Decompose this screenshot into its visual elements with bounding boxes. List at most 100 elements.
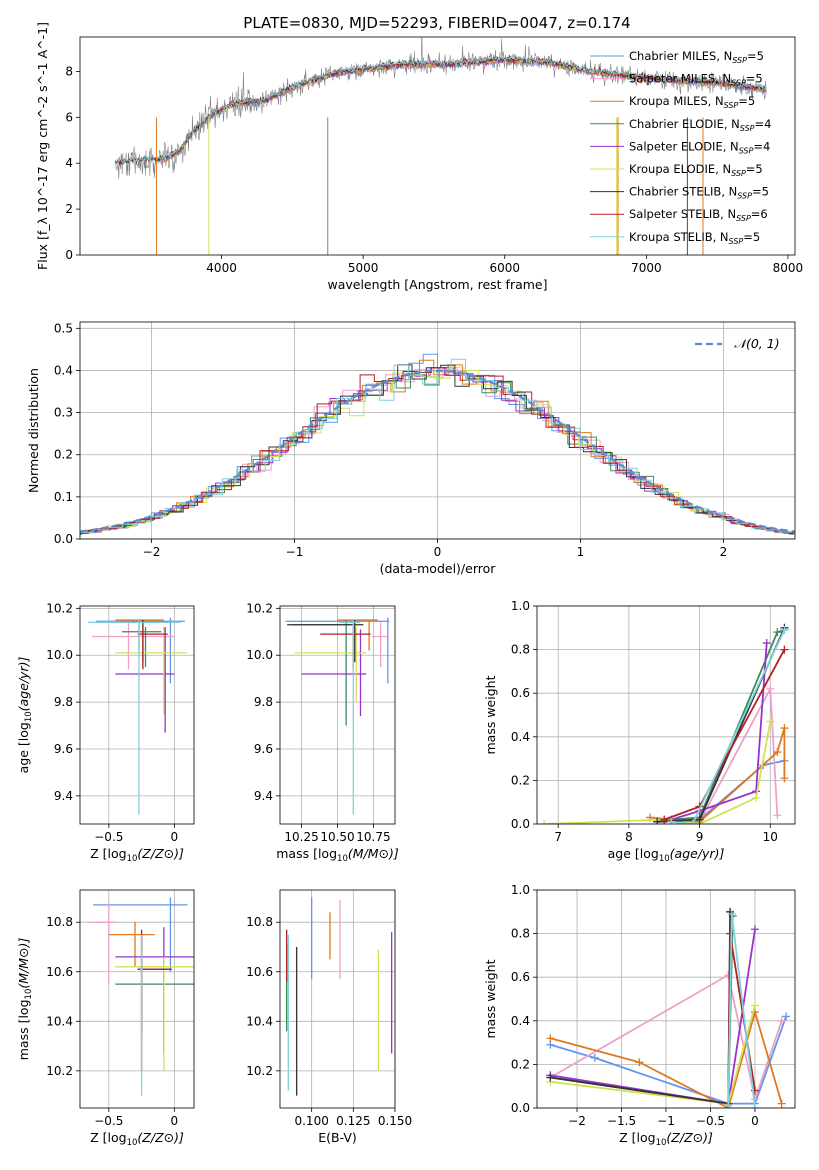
label-part: mass [log [16,999,31,1060]
label-part: (age/yr)] [16,657,31,712]
label-part: Z [log [90,846,126,861]
y-tick-label: 10.0 [46,648,73,662]
legend-text: Chabrier STELIB, N [629,185,737,199]
legend-value: =5 [738,94,755,108]
mass-weight-marker [635,1058,644,1067]
legend-value: =5 [746,162,763,176]
mass-weight-marker [773,748,782,757]
mass-weight-marker [653,817,662,824]
label-part: age [log [16,722,31,773]
label-part: Z [log [619,1130,655,1145]
x-tick-label: 10 [763,830,778,844]
x-tick-label: 0 [171,1114,179,1128]
age-vs-metallicity-panel: −0.5 09.49.69.810.010.2Z [log10(Z/Z⊙)]age… [16,601,195,864]
axes-frame [79,36,796,256]
x-tick-label: 10.75 [356,830,390,844]
residual-histogram-panel: −2 −1 0 1 2 0.0 0.1 0.2 0.3 0.4 0.5 (data-model)/er… [26,321,796,576]
plot-area [540,623,789,824]
y-tick-label: 0.6 [511,970,530,984]
mass-weight-marker [777,1099,786,1108]
histogram-step [80,367,795,534]
y-tick-label: 6 [65,110,73,124]
model-spectrum-line [115,55,767,164]
mass-weight-line [663,649,786,821]
label-part: age [log [608,846,659,861]
y-tick-label: 8 [65,64,73,78]
label-subscript: 10 [127,1138,138,1148]
y-tick-label: 9.8 [254,695,273,709]
mass-weight-marker [780,774,789,783]
y-axis-label: Flux [f_λ 10^-17 erg cm^-2 s^-1 A^-1] [35,22,50,270]
legend-subscript: SSP [731,169,746,178]
histogram-step [80,358,795,535]
x-tick-label: 0.125 [336,1114,370,1128]
x-tick-label: −0.5 [94,1114,123,1128]
legend-subscript: SSP [740,124,755,133]
x-tick-label: −1 [286,545,304,559]
plot-area [115,37,767,255]
gridlines [280,606,395,824]
legend-subscript: SSP [736,214,751,223]
y-tick-label: 9.6 [254,742,273,756]
mass-weight-marker [780,645,789,654]
y-tick-label: 0.4 [511,730,530,744]
x-tick-label: −0.5 [696,1114,725,1128]
legend-label: 𝒩(0, 1) [734,336,780,351]
mass-weight-marker [590,1053,599,1062]
axes-frame [279,605,396,825]
legend-label: Salpeter MILES, NSSP=5 [629,72,763,88]
axes-frame [79,605,195,825]
label-part: mass [log [276,846,337,861]
plot-area [89,897,194,1096]
ticks: −0.5 0 10.2 10.4 10.6 10.8 [46,915,178,1128]
x-tick-label: −0.5 [94,830,123,844]
mass-weight-marker [780,724,789,733]
x-tick-label: 1 [577,545,585,559]
y-tick-label: 10.6 [46,965,73,979]
y-axis-label: mass [log10(M/M⊙)] [16,938,34,1061]
y-tick-label: 0.2 [511,773,530,787]
mass-weight-line [544,721,772,824]
label-part: (Z/Z⊙)] [137,1130,184,1145]
x-tick-label: 0.100 [294,1114,328,1128]
x-tick-label: 0 [171,830,179,844]
mass-weight-marker [727,909,736,918]
spectrum-panel: 4000 5000 6000 7000 8000 0 2 4 6 8 wavelength [Ang… [35,22,803,292]
figure-title: PLATE=0830, MJD=52293, FIBERID=0047, z=0… [243,14,630,32]
x-tick-label: −1.5 [607,1114,636,1128]
label-subscript: 10 [24,711,34,722]
y-tick-label: 9.4 [54,789,73,803]
y-tick-label: 10.2 [246,601,273,615]
y-axis-label: mass weight [483,675,498,754]
x-axis-label: Z [log10(Z/Z⊙)] [90,846,184,864]
label-part: (Z/Z⊙)] [666,1130,713,1145]
legend-value: =5 [752,185,769,199]
ticks: −2 −1.5 −1 −0.5 0 0.0 0.2 0.4 0.6 0.8 1.0 [511,883,759,1128]
label-part: (M/M⊙)] [348,846,399,861]
y-axis-label: mass weight [483,959,498,1038]
mass-weight-marker [782,1012,791,1021]
label-part: (age/yr)] [670,846,725,861]
x-tick-label: 0 [751,1114,759,1128]
axes-frame [279,889,396,1109]
mass-vs-metallicity-panel: −0.5 010.210.410.610.8Z [log10(Z/Z⊙)]mass… [16,889,195,1148]
y-tick-label: 0.8 [511,643,530,657]
y-tick-label: 10.4 [246,1014,273,1028]
y-tick-label: 0.2 [54,448,73,462]
mass-weight-marker [667,817,676,824]
ticks: 4000 5000 6000 7000 8000 0 2 4 6 8 [65,64,803,275]
x-tick-label: 10.25 [284,830,318,844]
legend-text: Kroupa MILES, N [629,94,724,108]
mass-weight-line [550,1008,783,1108]
histogram-step [80,364,795,534]
x-axis-label: wavelength [Angstrom, rest frame] [327,277,547,292]
label-part: (M/M⊙)] [16,938,31,989]
y-tick-label: 0.1 [54,490,73,504]
y-tick-label: 10.6 [246,965,273,979]
legend-value: =5 [746,72,763,86]
axes-frame [79,889,195,1109]
ticks: −0.5 0 9.4 9.6 9.8 10.0 10.2 [46,601,178,844]
y-tick-label: 0.2 [511,1057,530,1071]
